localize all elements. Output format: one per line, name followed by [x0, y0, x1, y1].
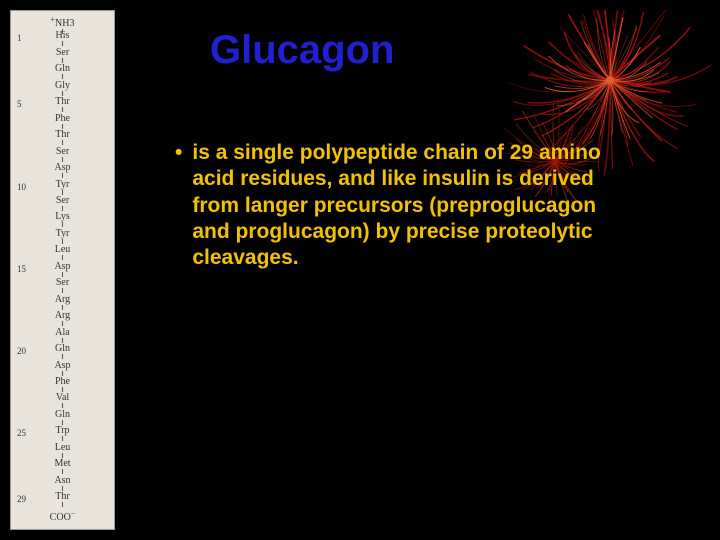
bullet-marker: •	[175, 140, 182, 271]
residue-row: Val	[11, 393, 114, 409]
slide-title: Glucagon	[210, 28, 394, 73]
body-paragraph: is a single polypeptide chain of 29 amin…	[192, 140, 605, 271]
residue-row: 29Thr	[11, 492, 114, 508]
residue-row: Gly	[11, 81, 114, 97]
residue-row: Gln	[11, 410, 114, 426]
residue-row: Ser	[11, 196, 114, 212]
residue-row: Thr	[11, 130, 114, 146]
residue-row: 10Tyr	[11, 180, 114, 196]
residue-row: Ala	[11, 328, 114, 344]
residue-row: 5Thr	[11, 97, 114, 113]
body-text: • is a single polypeptide chain of 29 am…	[175, 140, 605, 271]
n-terminal: +NH3	[11, 15, 114, 31]
residue-row: Phe	[11, 114, 114, 130]
residue-row: Leu	[11, 443, 114, 459]
residue-row: Leu	[11, 245, 114, 261]
residue-row: Ser	[11, 147, 114, 163]
residue-row: Ser	[11, 278, 114, 294]
residue-row: Asp	[11, 163, 114, 179]
residue-row: Asp	[11, 361, 114, 377]
sequence-panel: +NH31HisSerGlnGly5ThrPheThrSerAsp10TyrSe…	[10, 10, 115, 530]
residue-row: Gln	[11, 64, 114, 80]
residue-row: Arg	[11, 295, 114, 311]
residue-row: Asn	[11, 476, 114, 492]
residue-row: 20Gln	[11, 344, 114, 360]
residue-row: 15Asp	[11, 262, 114, 278]
residue-row: Phe	[11, 377, 114, 393]
residue-row: Met	[11, 459, 114, 475]
residue-row: 1His	[11, 31, 114, 47]
c-terminal: COO−	[11, 509, 114, 525]
residue-row: Ser	[11, 48, 114, 64]
residue-row: Arg	[11, 311, 114, 327]
residue-row: Lys	[11, 212, 114, 228]
residue-row: Tyr	[11, 229, 114, 245]
residue-row: 25Trp	[11, 426, 114, 442]
